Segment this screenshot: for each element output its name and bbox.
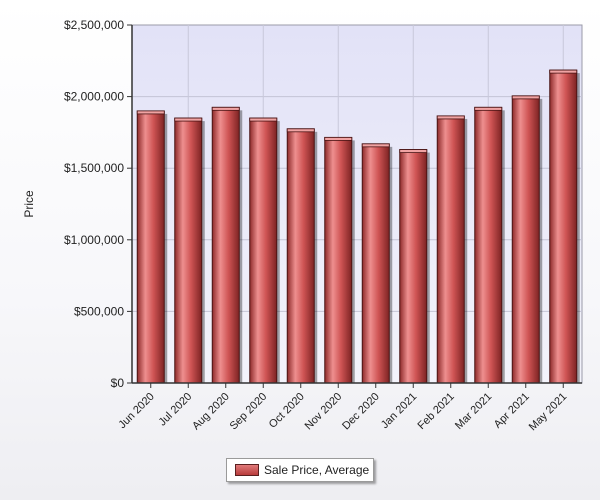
bar-top [511, 95, 540, 100]
bar [474, 106, 503, 384]
x-tick-label: Jan 2021 [379, 391, 419, 431]
legend-label: Sale Price, Average [264, 463, 370, 477]
plot-area [131, 24, 583, 384]
bar [136, 110, 165, 384]
bar [399, 149, 428, 384]
y-axis-ticks: $0 $500,000 $1,000,000 $1,500,000 $2,000,000… [64, 18, 132, 390]
bar [436, 115, 465, 384]
legend: Sale Price, Average [226, 458, 374, 482]
y-axis-title: Price [22, 190, 36, 218]
bar [286, 128, 315, 384]
bar-top [361, 143, 390, 148]
bar-top [174, 117, 203, 122]
bar-top [211, 106, 240, 111]
x-tick-label: May 2021 [527, 391, 570, 434]
bar [324, 136, 353, 384]
bar [174, 117, 203, 384]
x-tick-label: Feb 2021 [416, 391, 457, 432]
bar-top [474, 106, 503, 111]
bar-top [136, 110, 165, 115]
x-tick-label: Aug 2020 [190, 391, 232, 433]
x-tick-label: Dec 2020 [340, 391, 382, 433]
bar-top [249, 117, 278, 122]
bar [211, 106, 240, 384]
x-tick-label: Mar 2021 [453, 391, 494, 432]
x-tick-label: Oct 2020 [267, 391, 307, 431]
x-tick-label: Jul 2020 [156, 391, 194, 429]
bar-top [324, 137, 353, 141]
y-tick-label: $2,000,000 [64, 90, 124, 104]
x-tick-label: Sep 2020 [228, 391, 270, 433]
bar [511, 95, 540, 384]
y-tick-label: $500,000 [74, 304, 124, 318]
bar-top [286, 128, 315, 133]
y-tick-label: $1,000,000 [64, 233, 124, 247]
x-tick-label: Nov 2020 [303, 391, 345, 433]
bar [249, 117, 278, 384]
bar-top [436, 115, 465, 120]
bar-top [399, 149, 428, 153]
y-tick-label: $0 [111, 376, 125, 390]
bar-top [549, 69, 578, 74]
bar [549, 69, 578, 384]
legend-swatch [235, 464, 259, 476]
bar [361, 143, 390, 384]
bars [136, 69, 580, 384]
y-tick-label: $2,500,000 [64, 18, 124, 32]
y-tick-label: $1,500,000 [64, 161, 124, 175]
x-tick-label: Jun 2020 [116, 391, 156, 431]
